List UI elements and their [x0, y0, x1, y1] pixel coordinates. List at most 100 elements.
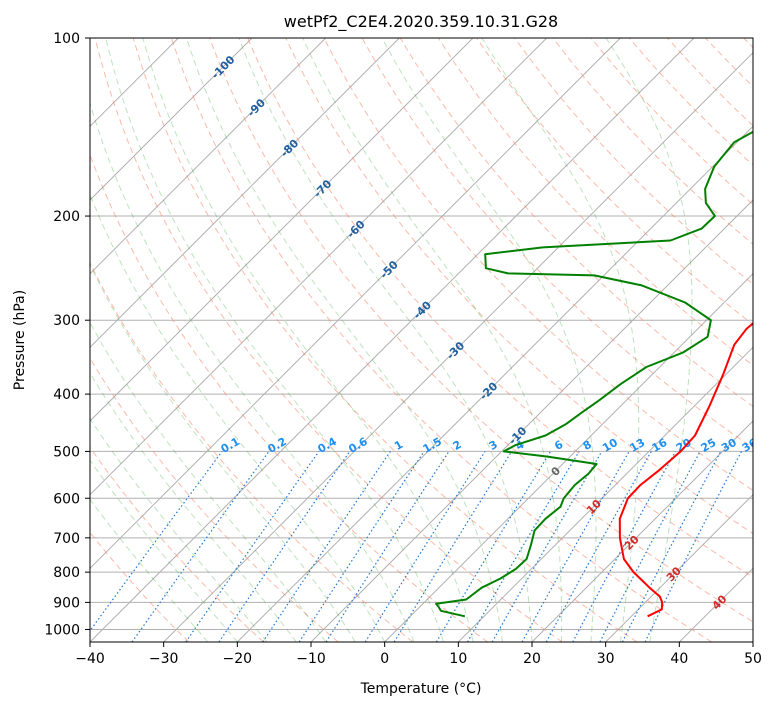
mixing-ratio-label: 1	[392, 438, 405, 453]
mixing-ratio-line	[644, 451, 743, 642]
moist-adiabat-line	[302, 38, 563, 642]
isotherm-line	[90, 38, 621, 570]
dry-adiabat-line	[90, 153, 488, 642]
x-tick-label: −30	[149, 651, 179, 667]
isotherm-line	[90, 38, 400, 349]
mixing-ratio-line	[364, 451, 486, 642]
dry-adiabat-line	[90, 261, 414, 642]
dry-adiabat-line	[743, 38, 753, 49]
x-tick-label: −40	[75, 651, 105, 667]
dry-adiabat-line	[437, 38, 753, 366]
mixing-ratio-label: 10	[600, 436, 620, 455]
mixing-ratio-label: 36	[740, 436, 760, 455]
x-tick-label: 10	[449, 651, 467, 667]
mixing-ratio-line	[90, 451, 223, 632]
moist-adiabat-line	[90, 498, 209, 642]
x-axis-label: Temperature (°C)	[360, 681, 482, 697]
dry-adiabat-line	[514, 38, 753, 285]
dry-adiabat-line	[247, 38, 753, 578]
mixing-ratio-line	[325, 451, 450, 642]
x-tick-label: −10	[296, 651, 326, 667]
mixing-ratio-label: 0.6	[346, 435, 370, 456]
moist-adiabat-line	[381, 38, 597, 642]
dry-adiabat-line	[90, 531, 190, 642]
y-tick-label: 600	[53, 491, 80, 507]
isotherm-line	[90, 38, 327, 275]
moist-adiabat-line	[105, 38, 445, 642]
mixing-ratio-label: 3	[487, 438, 500, 453]
dry-adiabat-line	[476, 38, 753, 326]
mixing-ratio-line	[521, 451, 630, 642]
dry-adiabat-line	[667, 38, 753, 127]
y-tick-label: 400	[53, 387, 80, 403]
isotherm-line	[163, 51, 753, 642]
y-tick-label: 100	[53, 31, 80, 47]
isotherm-line	[678, 567, 753, 642]
moist-adiabat-line	[90, 459, 238, 642]
profile-lines	[435, 130, 753, 618]
isotherm-line	[752, 641, 753, 642]
isotherm-label: -100	[209, 53, 238, 82]
isotherm-line	[90, 38, 474, 422]
dry-adiabat-line	[90, 357, 339, 642]
mixing-ratio-line	[185, 451, 320, 642]
isotherm-line	[384, 272, 753, 642]
x-tick-label: 20	[523, 651, 541, 667]
y-tick-label: 500	[53, 444, 80, 460]
mixing-ratio-label: 25	[699, 436, 719, 455]
y-axis-label: Pressure (hPa)	[12, 290, 28, 390]
mixing-ratio-line	[262, 451, 391, 642]
mixing-ratio-line	[131, 451, 270, 642]
mixing-ratio-line	[545, 451, 652, 642]
moist-adiabat-line	[186, 38, 503, 642]
y-tick-label: 800	[53, 565, 80, 581]
mixing-ratio-label: 0.1	[219, 435, 242, 456]
dry-adiabat-line	[170, 38, 712, 642]
mixing-ratio-label: 6	[552, 438, 565, 453]
x-tick-label: 40	[670, 651, 688, 667]
dry-adiabat-line	[705, 38, 753, 88]
mixing-ratio-label: 1.5	[421, 435, 444, 456]
x-tick-label: −20	[223, 651, 253, 667]
mixing-ratio-line	[393, 451, 513, 642]
temperature-profile-line	[618, 322, 753, 618]
y-tick-label: 200	[53, 209, 80, 225]
y-tick-label: 700	[53, 531, 80, 547]
plot-frame	[89, 37, 754, 643]
dry-adiabat-line	[132, 38, 638, 642]
x-tick-label: 50	[744, 651, 762, 667]
moist-adiabat-line	[90, 263, 356, 642]
chart-title: wetPf2_C2E4.2020.359.10.31.G28	[284, 12, 558, 32]
x-tick-label: 0	[380, 651, 389, 667]
dry-adiabat-line	[590, 38, 753, 206]
y-tick-label: 900	[53, 595, 80, 611]
mixing-ratio-label: 2	[451, 438, 464, 453]
dry-adiabat-line	[90, 446, 264, 642]
dry-adiabat-line	[323, 38, 753, 492]
moist-adiabat-line	[142, 38, 474, 642]
moist-adiabat-line	[90, 193, 386, 642]
mixing-ratio-line	[621, 451, 722, 642]
y-axis: 100 200 300 400 500 600 700 800 900 1000	[44, 31, 90, 638]
mixing-ratio-line	[599, 451, 701, 642]
mixing-ratio-label: 16	[650, 436, 670, 455]
mixing-ratio-label: 13	[628, 436, 648, 455]
mixing-ratio-line	[466, 451, 580, 642]
isotherm-line	[90, 38, 548, 496]
mixing-ratio-label: 0.2	[266, 435, 289, 456]
isotherm-line	[531, 420, 753, 642]
isotherm-line	[457, 346, 753, 642]
isotherm-line	[90, 38, 695, 642]
mixing-ratio-line	[572, 451, 677, 642]
moist-adiabat-line	[90, 417, 268, 642]
moist-adiabat-line	[90, 372, 297, 642]
mixing-ratio-line	[218, 451, 351, 642]
dewpoint-profile-line	[435, 130, 753, 618]
moist-adiabat-line	[90, 321, 327, 642]
moist-adiabat-line	[605, 38, 693, 642]
x-axis: −40 −30 −20 −10 0 10 20 30 40 50	[75, 642, 762, 667]
moist-adiabat-line	[90, 101, 415, 642]
isotherm-line	[90, 38, 253, 201]
x-tick-label: 30	[597, 651, 615, 667]
dry-adiabat-line	[552, 38, 753, 245]
